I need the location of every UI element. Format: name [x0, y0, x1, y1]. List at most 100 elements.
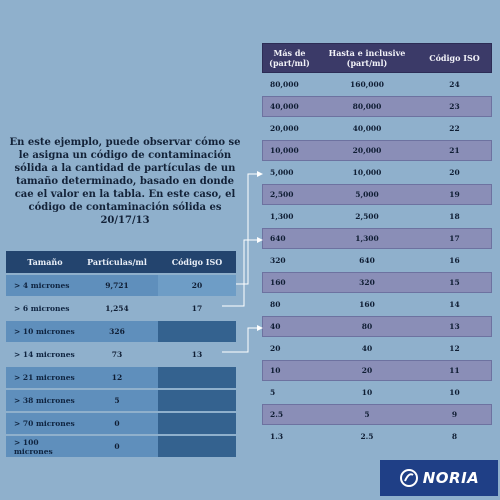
iso-row: 1.3 2.5 8: [262, 426, 492, 447]
cell-more-than: 20: [270, 344, 281, 353]
cell-up-to: 160: [359, 300, 375, 309]
cell-code: [158, 390, 236, 411]
noria-logo: NORIA: [380, 460, 498, 496]
particle-row: > 10 micrones 326: [6, 321, 236, 342]
cell-more-than: 80,000: [270, 80, 299, 89]
cell-up-to: 160,000: [350, 80, 384, 89]
cell-more-than: 5: [270, 388, 276, 397]
header-code: Código ISO: [171, 257, 223, 267]
cell-more-than: 160: [270, 278, 286, 287]
cell-code: [158, 413, 236, 434]
cell-code: 13: [191, 350, 203, 359]
cell-iso-code: 12: [449, 344, 460, 353]
iso-row: 160 320 15: [262, 272, 492, 293]
cell-iso-code: 13: [449, 322, 460, 331]
cell-up-to: 640: [359, 256, 375, 265]
cell-up-to: 2.5: [360, 432, 374, 441]
cell-particles: 1,254: [105, 304, 129, 313]
cell-code: [158, 436, 236, 457]
cell-up-to: 20,000: [352, 146, 382, 155]
cell-more-than: 1,300: [270, 212, 294, 221]
cell-iso-code: 11: [449, 366, 460, 375]
cell-more-than: 5,000: [270, 168, 294, 177]
cell-iso-code: 14: [449, 300, 460, 309]
particle-row: > 21 micrones 12: [6, 367, 236, 388]
cell-particles: 0: [114, 419, 120, 428]
cell-particles: 9,721: [105, 281, 129, 290]
cell-iso-code: 10: [449, 388, 460, 397]
particle-count-table: Tamaño Partículas/ml Código ISO > 4 micr…: [6, 251, 236, 457]
cell-size: > 21 micrones: [14, 373, 75, 382]
cell-size: > 100 micrones: [14, 437, 53, 456]
logo-text: NORIA: [422, 469, 480, 487]
cell-size: > 14 micrones: [14, 350, 75, 359]
cell-size: > 6 micrones: [14, 304, 70, 313]
iso-row: 40,000 80,000 23: [262, 96, 492, 117]
cell-iso-code: 19: [449, 190, 460, 199]
cell-iso-code: 16: [449, 256, 460, 265]
iso-row: 5,000 10,000 20: [262, 162, 492, 183]
cell-size: > 10 micrones: [14, 327, 75, 336]
header-up-to: Hasta e inclusive (part/ml): [328, 48, 406, 68]
explanation-text: En este ejemplo, puede observar cómo se …: [9, 137, 241, 226]
cell-particles: 12: [111, 373, 123, 382]
cell-code: 20: [158, 275, 236, 296]
cell-more-than: 20,000: [270, 124, 299, 133]
cell-iso-code: 17: [449, 234, 460, 243]
cell-size: > 4 micrones: [14, 281, 70, 290]
cell-more-than: 40,000: [270, 102, 299, 111]
cell-particles: 5: [114, 396, 120, 405]
iso-row: 20 40 12: [262, 338, 492, 359]
cell-size: > 70 micrones: [14, 419, 75, 428]
cell-more-than: 10,000: [270, 146, 299, 155]
cell-iso-code: 22: [449, 124, 460, 133]
cell-particles: 0: [114, 442, 120, 451]
iso-row: 640 1,300 17: [262, 228, 492, 249]
cell-more-than: 40: [270, 322, 281, 331]
cell-more-than: 10: [270, 366, 281, 375]
iso-row: 320 640 16: [262, 250, 492, 271]
iso-row: 10 20 11: [262, 360, 492, 381]
iso-row: 5 10 10: [262, 382, 492, 403]
cell-up-to: 40: [361, 344, 373, 353]
cell-more-than: 640: [270, 234, 286, 243]
iso-row: 2.5 5 9: [262, 404, 492, 425]
header-particles: Partículas/ml: [87, 257, 147, 267]
cell-more-than: 2.5: [270, 410, 284, 419]
iso-row: 2,500 5,000 19: [262, 184, 492, 205]
cell-more-than: 2,500: [270, 190, 294, 199]
header-iso-code: Código ISO: [429, 53, 480, 63]
iso-row: 80 160 14: [262, 294, 492, 315]
cell-more-than: 1.3: [270, 432, 284, 441]
cell-code: [158, 321, 236, 342]
noria-emblem-icon: [399, 469, 418, 487]
cell-up-to: 80,000: [352, 102, 382, 111]
cell-code: 17: [191, 304, 203, 313]
cell-size: > 38 micrones: [14, 396, 75, 405]
particle-table-header: Tamaño Partículas/ml Código ISO: [6, 251, 236, 273]
particle-row: > 70 micrones 0: [6, 413, 236, 434]
particle-row: > 4 micrones 9,721 20: [6, 275, 236, 296]
cell-iso-code: 18: [449, 212, 460, 221]
cell-iso-code: 23: [449, 102, 460, 111]
iso-row: 40 80 13: [262, 316, 492, 337]
cell-particles: 326: [109, 327, 125, 336]
cell-up-to: 20: [361, 366, 373, 375]
particle-row: > 6 micrones 1,254 17: [6, 298, 236, 319]
cell-up-to: 2,500: [355, 212, 379, 221]
iso-code-table: Más de (part/ml) Hasta e inclusive (part…: [262, 43, 492, 447]
cell-more-than: 80: [270, 300, 281, 309]
iso-row: 10,000 20,000 21: [262, 140, 492, 161]
cell-up-to: 1,300: [355, 234, 379, 243]
cell-up-to: 320: [359, 278, 375, 287]
cell-iso-code: 24: [449, 80, 460, 89]
cell-particles: 73: [111, 350, 123, 359]
particle-row: > 14 micrones 73 13: [6, 344, 236, 365]
iso-row: 80,000 160,000 24: [262, 74, 492, 95]
cell-up-to: 80: [361, 322, 373, 331]
cell-up-to: 40,000: [352, 124, 382, 133]
cell-code: [158, 367, 236, 388]
cell-iso-code: 21: [449, 146, 460, 155]
cell-more-than: 320: [270, 256, 286, 265]
cell-up-to: 10,000: [352, 168, 382, 177]
